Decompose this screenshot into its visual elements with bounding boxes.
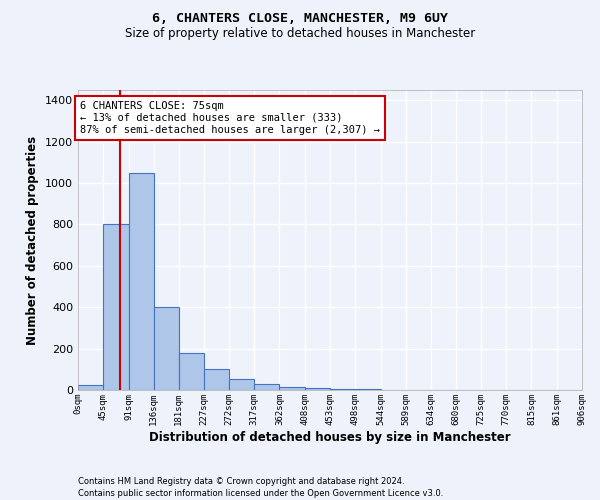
Text: Contains HM Land Registry data © Crown copyright and database right 2024.: Contains HM Land Registry data © Crown c… [78,478,404,486]
Bar [204,370,229,390]
Text: 6 CHANTERS CLOSE: 75sqm
← 13% of detached houses are smaller (333)
87% of semi-d: 6 CHANTERS CLOSE: 75sqm ← 13% of detache… [80,102,380,134]
Bar [103,224,128,390]
X-axis label: Distribution of detached houses by size in Manchester: Distribution of detached houses by size … [149,430,511,444]
Text: 6, CHANTERS CLOSE, MANCHESTER, M9 6UY: 6, CHANTERS CLOSE, MANCHESTER, M9 6UY [152,12,448,26]
Bar [330,389,355,390]
Bar [128,173,154,390]
Bar [305,388,330,390]
Bar [179,353,204,390]
Bar [154,307,179,390]
Bar [78,385,103,390]
Y-axis label: Number of detached properties: Number of detached properties [26,136,40,344]
Text: Contains public sector information licensed under the Open Government Licence v3: Contains public sector information licen… [78,489,443,498]
Bar [229,378,254,390]
Text: Size of property relative to detached houses in Manchester: Size of property relative to detached ho… [125,28,475,40]
Bar [280,387,305,390]
Bar [254,384,280,390]
